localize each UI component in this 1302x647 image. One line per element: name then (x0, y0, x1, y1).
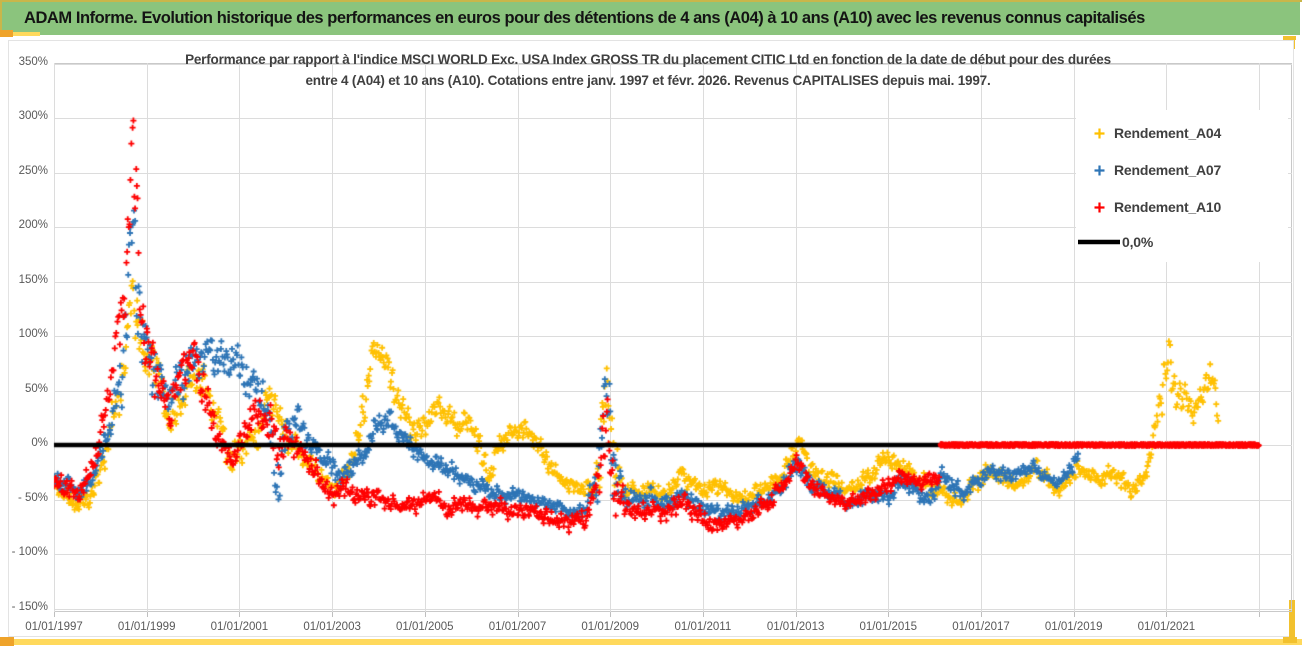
legend-label-zero: 0,0% (1122, 234, 1154, 250)
legend-item-zero-line[interactable]: 0,0% (1078, 231, 1153, 253)
legend-item-a10[interactable]: Rendement_A10 (1084, 196, 1221, 218)
legend: Rendement_A04 Rendement_A07 Rendement_A1… (1076, 110, 1288, 262)
zero-line-icon (1078, 238, 1120, 246)
legend-label-a10: Rendement_A10 (1114, 199, 1222, 215)
plus-marker-icon-a07 (1084, 164, 1114, 177)
plus-marker-icon-a04 (1084, 127, 1114, 140)
legend-label-a07: Rendement_A07 (1114, 162, 1222, 178)
legend-label-a04: Rendement_A04 (1114, 125, 1222, 141)
legend-item-a04[interactable]: Rendement_A04 (1084, 122, 1221, 144)
legend-item-a07[interactable]: Rendement_A07 (1084, 159, 1221, 181)
chart-title-line1: Performance par rapport à l'indice MSCI … (185, 52, 1111, 67)
chart-title-line2: entre 4 (A04) et 10 ans (A10). Cotations… (305, 73, 991, 88)
chart-title: Performance par rapport à l'indice MSCI … (57, 49, 1239, 91)
plus-marker-icon-a10 (1084, 201, 1114, 214)
